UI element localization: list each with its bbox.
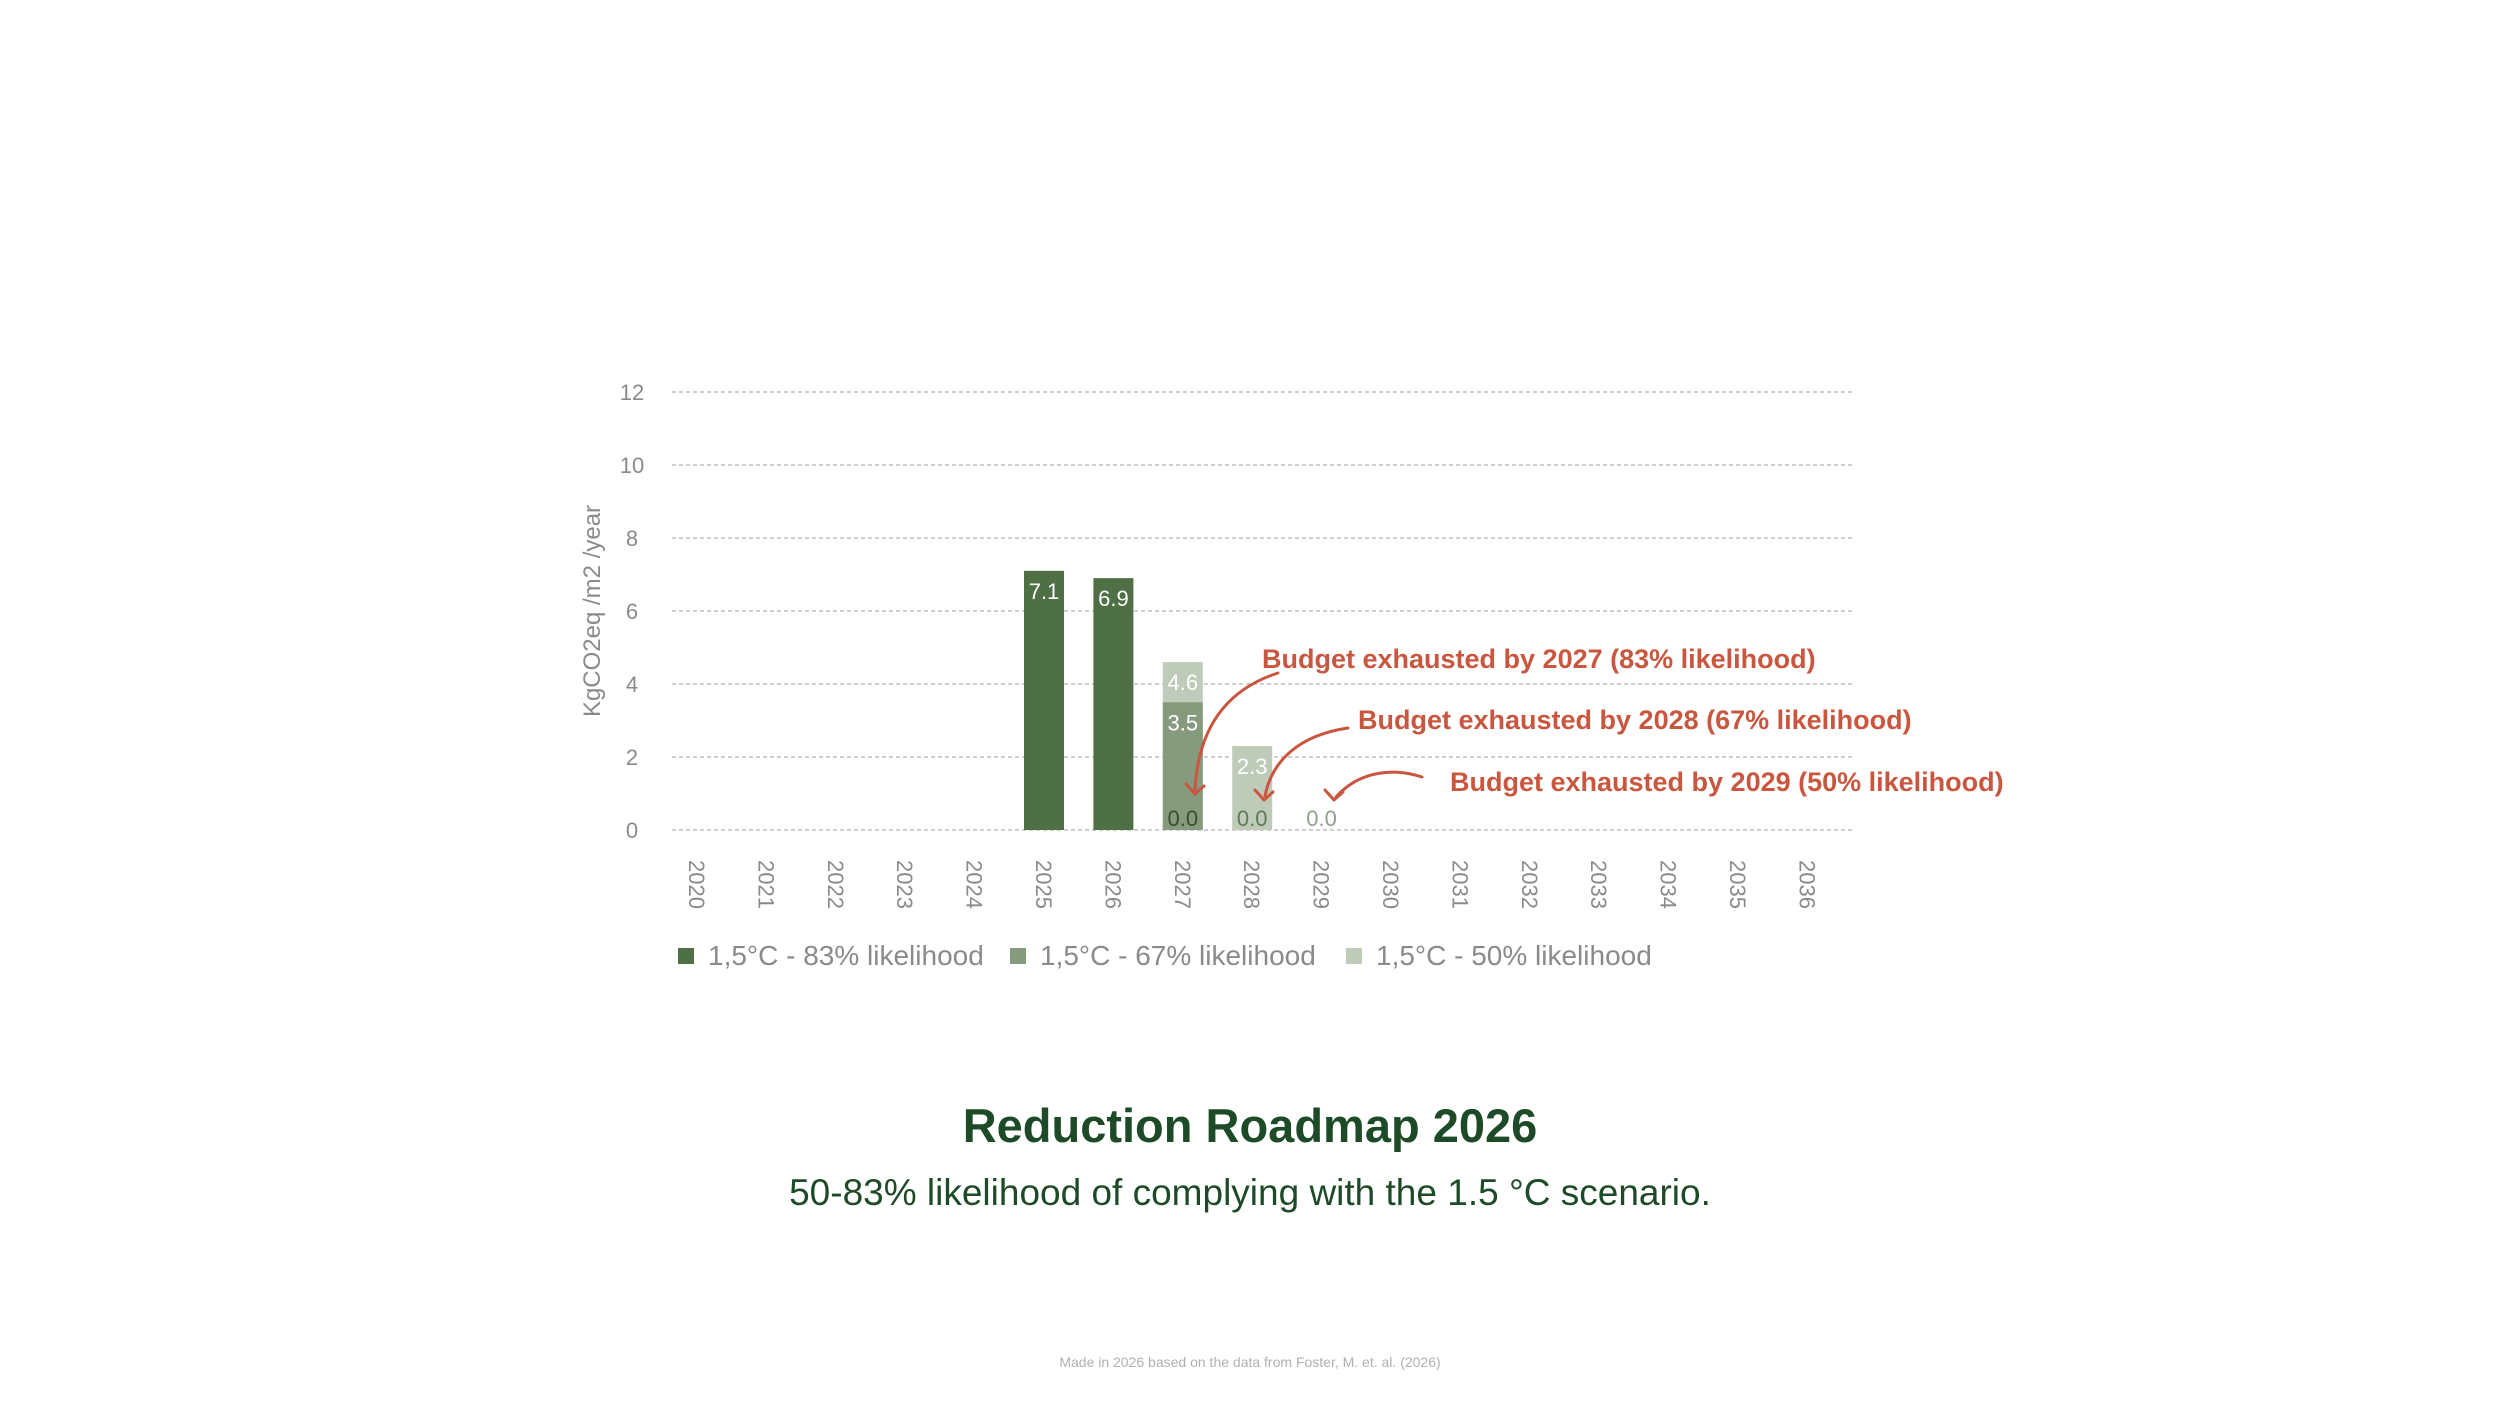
y-tick-label: 4 [626,672,638,697]
data-label: 0.0 [1237,806,1268,831]
x-tick-label: 2033 [1586,860,1611,909]
legend-swatch [678,948,694,964]
legend-label: 1,5°C - 67% likelihood [1040,940,1316,971]
x-tick-label: 2029 [1309,860,1334,909]
annotation-arrow [1263,726,1350,798]
x-tick-label: 2020 [684,860,709,909]
data-label: 0.0 [1306,806,1337,831]
x-tick-label: 2028 [1239,860,1264,909]
page-title: Reduction Roadmap 2026 [962,1099,1538,1152]
source-credit: Made in 2026 based on the data from Fost… [1059,1354,1441,1370]
annotation-arrowhead [1253,788,1275,802]
y-axis-label: KgCO2eq /m2 /year [579,505,606,717]
y-tick-label: 0 [626,818,638,843]
annotation-label: Budget exhausted by 2028 (67% likelihood… [1358,705,1912,735]
annotation-label: Budget exhausted by 2029 (50% likelihood… [1450,767,2004,797]
data-label: 3.5 [1168,710,1199,735]
x-tick-label: 2024 [962,860,987,909]
y-tick-label: 10 [620,453,644,478]
data-label: 0.0 [1168,806,1199,831]
bar-2026-series-1 [1093,578,1134,830]
x-tick-label: 2027 [1170,860,1195,909]
legend-swatch [1010,948,1026,964]
y-tick-label: 6 [626,599,638,624]
data-label: 2.3 [1237,754,1268,779]
bar-2025-series-1 [1024,570,1064,830]
data-label: 7.1 [1029,579,1060,604]
annotation-label: Budget exhausted by 2027 (83% likelihood… [1262,644,1816,674]
x-tick-label: 2035 [1725,860,1750,909]
x-tick-label: 2025 [1031,860,1056,909]
x-tick-label: 2022 [823,860,848,909]
annotation-arrow [1193,671,1280,792]
annotation-arrowhead [1323,788,1345,802]
legend-label: 1,5°C - 83% likelihood [708,940,984,971]
y-tick-label: 12 [620,380,644,405]
data-label: 4.6 [1168,670,1199,695]
x-tick-label: 2021 [753,860,778,909]
page-subtitle: 50-83% likelihood of complying with the … [789,1172,1711,1213]
x-tick-label: 2036 [1794,860,1819,909]
y-tick-label: 2 [626,745,638,770]
x-tick-label: 2023 [892,860,917,909]
data-label: 6.9 [1098,586,1129,611]
x-tick-label: 2026 [1100,860,1125,909]
annotation-arrow [1334,770,1424,799]
y-tick-label: 8 [626,526,638,551]
x-tick-label: 2034 [1656,860,1681,909]
x-tick-label: 2031 [1447,860,1472,909]
legend-swatch [1346,948,1362,964]
annotation-arrowhead [1184,782,1206,796]
legend-label: 1,5°C - 50% likelihood [1376,940,1652,971]
x-tick-label: 2030 [1378,860,1403,909]
x-tick-label: 2032 [1517,860,1542,909]
